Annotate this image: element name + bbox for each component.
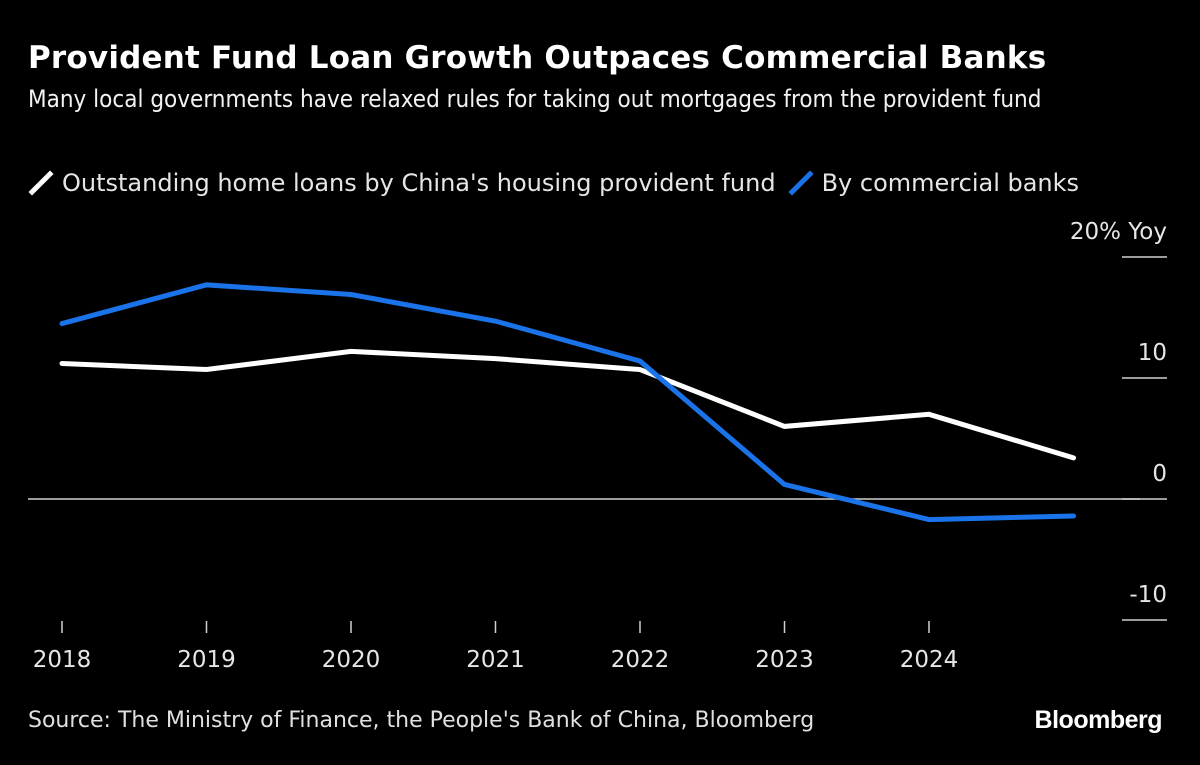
y-tick-label: -10 xyxy=(1129,582,1167,608)
x-tick-label: 2019 xyxy=(177,647,236,673)
legend-label-commercial-banks: By commercial banks xyxy=(821,169,1080,197)
series-line-provident-fund xyxy=(59,348,1076,461)
y-tick-label: 10 xyxy=(1138,340,1167,366)
x-tick-label: 2021 xyxy=(466,647,525,673)
bloomberg-logo: Bloomberg xyxy=(1034,706,1163,734)
y-tick-label: 20% Yoy xyxy=(1070,219,1167,245)
chart-subtitle: Many local governments have relaxed rule… xyxy=(28,85,1042,113)
legend-item-provident-fund: Outstanding home loans by China's housin… xyxy=(28,169,776,197)
x-tick-label: 2022 xyxy=(611,647,670,673)
x-tick-label: 2024 xyxy=(900,647,959,673)
series-line-commercial-banks xyxy=(59,282,1076,523)
source-note: Source: The Ministry of Finance, the Peo… xyxy=(28,708,815,733)
x-tick-label: 2020 xyxy=(322,647,381,673)
legend-item-commercial-banks: By commercial banks xyxy=(788,169,1079,197)
legend: Outstanding home loans by China's housin… xyxy=(28,169,1091,197)
x-tick-label: 2018 xyxy=(33,647,92,673)
legend-swatch-provident-fund-icon xyxy=(28,170,54,196)
x-tick-label: 2023 xyxy=(755,647,814,673)
legend-label-provident-fund: Outstanding home loans by China's housin… xyxy=(62,169,776,197)
legend-swatch-commercial-banks-icon xyxy=(788,170,814,196)
y-tick-label: 0 xyxy=(1152,461,1167,487)
chart-title: Provident Fund Loan Growth Outpaces Comm… xyxy=(28,40,1047,76)
